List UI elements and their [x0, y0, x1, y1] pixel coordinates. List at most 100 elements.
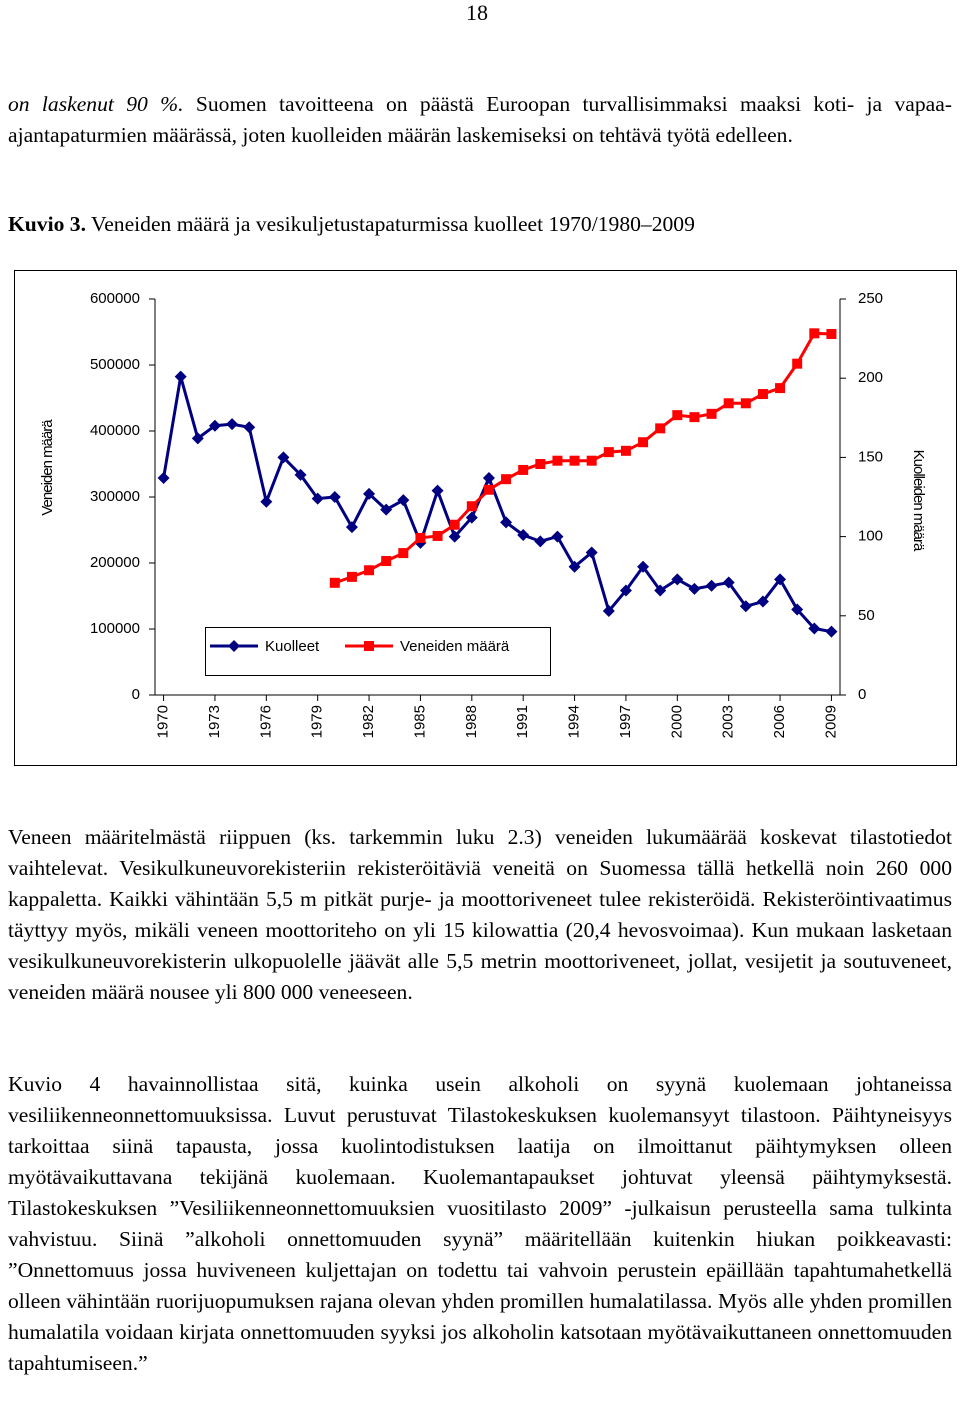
series-line [162, 376, 832, 634]
data-point [534, 535, 547, 548]
data-point [500, 516, 513, 529]
figure-caption: Kuvio 3. Veneiden määrä ja vesikuljetust… [8, 209, 952, 240]
y-tick-label: 200000 [90, 554, 140, 571]
data-point [689, 412, 700, 423]
data-point [740, 398, 751, 409]
legend-label: Veneiden määrä [400, 638, 510, 655]
data-point [311, 492, 324, 505]
caption-text: Veneiden määrä ja vesikuljetustapaturmis… [91, 212, 695, 236]
data-point [723, 398, 734, 409]
data-point [792, 358, 803, 369]
data-point [226, 418, 239, 431]
data-point [364, 565, 375, 576]
data-point [518, 464, 529, 475]
data-point [398, 548, 409, 559]
data-point [637, 560, 650, 573]
y2-tick-label: 0 [858, 686, 866, 703]
series-line [334, 331, 832, 585]
data-point [638, 437, 649, 448]
y-tick-label: 0 [132, 686, 140, 703]
y2-tick-label: 50 [858, 607, 875, 624]
data-point [363, 487, 376, 500]
data-point [655, 423, 666, 434]
data-point [260, 495, 273, 508]
x-tick-label: 2006 [771, 705, 788, 738]
data-point [672, 410, 683, 421]
data-point [294, 468, 307, 481]
data-point [465, 511, 478, 524]
y-tick-label: 400000 [90, 422, 140, 439]
data-point [757, 389, 768, 400]
x-tick-label: 1988 [463, 705, 480, 738]
data-point [415, 532, 426, 543]
x-tick-label: 1976 [257, 705, 274, 738]
data-point [448, 530, 461, 543]
data-point [380, 503, 393, 516]
x-tick-label: 1991 [514, 705, 531, 738]
data-point [774, 573, 787, 586]
data-point [705, 579, 718, 592]
y2-axis-title: Kuolleiden määrä [910, 450, 927, 552]
data-point [466, 501, 477, 512]
data-point [157, 471, 170, 484]
data-point [688, 582, 701, 595]
y2-tick-label: 150 [858, 448, 883, 465]
x-tick-label: 1997 [617, 705, 634, 738]
data-point [431, 484, 444, 497]
data-point [277, 451, 290, 464]
data-point [191, 432, 204, 445]
data-point [381, 556, 392, 567]
data-point [602, 605, 615, 618]
data-point [346, 571, 357, 582]
data-point [535, 459, 546, 469]
data-point [739, 600, 752, 613]
data-point [243, 421, 256, 434]
data-point [586, 455, 597, 466]
data-point [517, 529, 530, 542]
data-point [449, 519, 460, 530]
x-tick-label: 2000 [668, 705, 685, 738]
y-tick-label: 600000 [90, 290, 140, 307]
x-tick-label: 2003 [720, 705, 737, 738]
data-point [568, 560, 581, 573]
y2-tick-label: 250 [858, 290, 883, 307]
intro-paragraph: on laskenut 90 %. Suomen tavoitteena on … [8, 89, 952, 151]
data-point [706, 408, 717, 419]
data-point [569, 455, 580, 466]
data-point [722, 576, 735, 589]
legend-marker [364, 641, 374, 651]
data-point [328, 491, 341, 503]
data-point [603, 447, 614, 458]
data-point [620, 445, 631, 456]
data-point [808, 622, 821, 635]
legend-marker [228, 640, 240, 652]
x-tick-label: 1985 [411, 705, 428, 738]
data-point [483, 484, 494, 495]
data-point [432, 530, 443, 541]
data-point [756, 595, 769, 608]
chart: 0 100000 200000 300000 400000 500000 600000 0 50… [14, 270, 957, 766]
y2-tick-label: 200 [858, 369, 883, 386]
data-point [619, 584, 632, 597]
chart-frame [14, 270, 957, 766]
caption-label: Kuvio 3. [8, 212, 86, 236]
data-point [345, 521, 358, 534]
data-point [552, 455, 563, 466]
data-point [208, 419, 221, 432]
data-point [671, 573, 684, 586]
data-point [329, 577, 340, 588]
data-point [482, 471, 495, 484]
y-axis-title: Veneiden määrä [39, 419, 56, 516]
y-tick-label: 100000 [90, 620, 140, 637]
legend-label: Kuolleet [265, 638, 320, 655]
intro-italic: on laskenut 90 %. [8, 92, 184, 116]
x-tick-label: 1982 [360, 705, 377, 738]
data-point [551, 530, 564, 543]
data-point [791, 603, 804, 616]
intro-text: Suomen tavoitteena on päästä Euroopan tu… [8, 92, 952, 147]
data-point [174, 370, 187, 383]
y-tick-label: 500000 [90, 356, 140, 373]
data-point [825, 625, 838, 638]
paragraph: Kuvio 4 havainnollistaa sitä, kuinka use… [8, 1072, 952, 1375]
